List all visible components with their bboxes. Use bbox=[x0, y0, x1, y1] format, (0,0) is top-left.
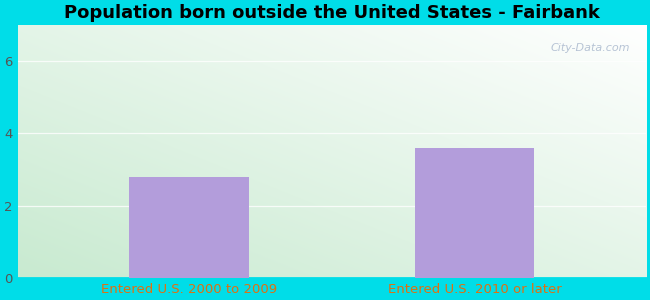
Bar bbox=[129, 177, 249, 278]
Title: Population born outside the United States - Fairbank: Population born outside the United State… bbox=[64, 4, 599, 22]
Text: City-Data.com: City-Data.com bbox=[551, 43, 630, 53]
Bar bbox=[415, 148, 534, 278]
